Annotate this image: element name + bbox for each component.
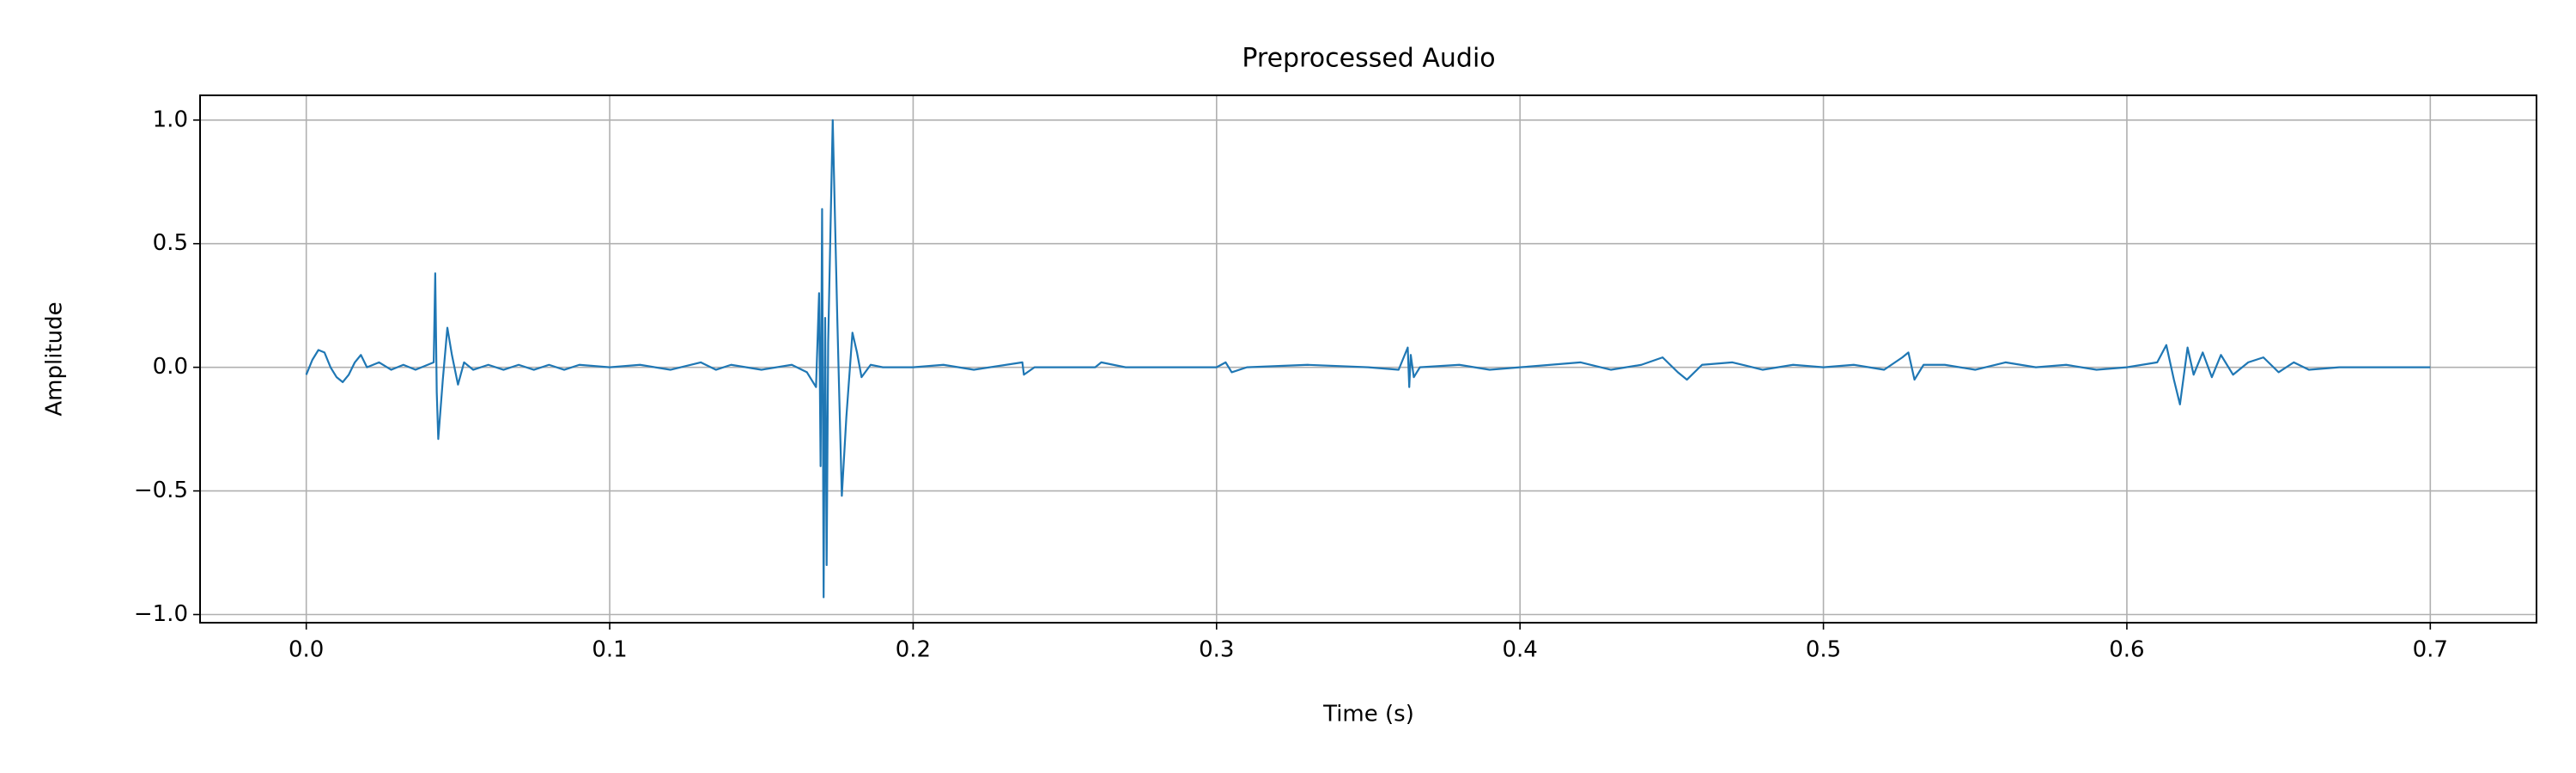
x-tick-label: 0.6 — [2109, 637, 2144, 663]
x-tick-label: 0.3 — [1199, 637, 1234, 663]
plot-frame — [199, 94, 2537, 624]
y-tick-label: 0.0 — [153, 354, 188, 380]
chart-title: Preprocessed Audio — [1242, 44, 1495, 74]
y-tick-label: −0.5 — [134, 478, 188, 503]
y-axis-label: Amplitude — [42, 301, 68, 416]
y-tick-label: −1.0 — [134, 601, 188, 627]
x-tick-label: 0.4 — [1503, 637, 1538, 663]
x-tick-label: 0.1 — [592, 637, 627, 663]
x-tick-label: 0.0 — [289, 637, 324, 663]
y-tick-label: 0.5 — [153, 230, 188, 256]
x-tick-label: 0.2 — [896, 637, 931, 663]
y-tick-label: 1.0 — [153, 107, 188, 132]
x-tick-label: 0.7 — [2413, 637, 2448, 663]
x-axis-label: Time (s) — [1322, 702, 1414, 727]
waveform-line — [305, 119, 2431, 599]
x-tick-label: 0.5 — [1806, 637, 1841, 663]
